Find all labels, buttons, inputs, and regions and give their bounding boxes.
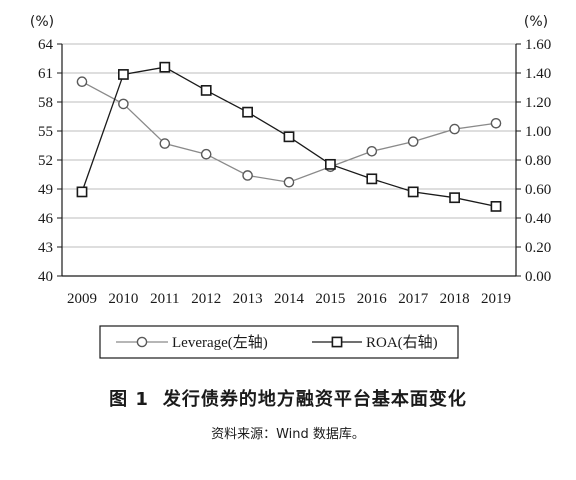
- left-tick-label: 43: [38, 240, 53, 256]
- right-tick-label: 1.40: [525, 66, 551, 82]
- roa-point: [200, 85, 212, 96]
- x-tick-label: 2019: [481, 291, 511, 307]
- left-tick-label: 49: [38, 182, 53, 198]
- right-tick-label: 0.40: [525, 211, 551, 227]
- legend-leverage-label: Leverage(左轴): [172, 334, 268, 351]
- left-tick-label: 64: [38, 37, 54, 53]
- x-tick-label: 2015: [315, 291, 345, 307]
- x-tick-label: 2014: [274, 291, 305, 307]
- x-tick-label: 2010: [108, 291, 138, 307]
- x-tick-label: 2011: [150, 291, 179, 307]
- leverage-point: [407, 136, 419, 147]
- right-tick-label: 0.80: [525, 153, 551, 169]
- x-tick-label: 2009: [67, 291, 97, 307]
- left-axis-unit: (%): [30, 14, 54, 30]
- x-tick-label: 2012: [191, 291, 221, 307]
- left-tick-label: 55: [38, 124, 53, 140]
- figure-title: 发行债券的地方融资平台基本面变化: [162, 389, 467, 410]
- leverage-point: [366, 145, 378, 157]
- right-tick-label: 1.60: [525, 37, 551, 53]
- x-tick-label: 2016: [357, 291, 388, 307]
- roa-point: [283, 131, 295, 143]
- right-tick-label: 0.60: [525, 182, 551, 198]
- leverage-point: [449, 123, 460, 135]
- roa-point: [366, 173, 378, 185]
- figure-number: 图 1: [109, 389, 149, 410]
- leverage-point: [283, 176, 295, 188]
- left-tick-label: 46: [38, 211, 54, 227]
- leverage-point: [76, 76, 88, 87]
- legend-roa-marker: [331, 336, 343, 348]
- roa-point: [324, 158, 336, 170]
- x-tick-label: 2013: [233, 291, 263, 307]
- right-tick-label: 0.00: [525, 269, 551, 285]
- left-tick-label: 58: [38, 95, 53, 111]
- right-tick-label: 1.00: [525, 124, 551, 140]
- dual-axis-line-chart: 40 43 46 49 52 55 58 61 64 0.00 0.20 0.40 0.60 0.80 1.…: [30, 14, 551, 359]
- right-tick-label: 0.20: [525, 240, 551, 256]
- x-tick-label: 2018: [440, 291, 470, 307]
- leverage-point: [490, 117, 502, 129]
- right-tick-label: 1.20: [525, 95, 551, 111]
- leverage-point: [200, 148, 212, 160]
- roa-point: [242, 106, 253, 118]
- legend-roa-label: ROA(右轴): [366, 334, 438, 351]
- figure-caption: 图 1 发行债券的地方融资平台基本面变化: [0, 385, 576, 411]
- legend-leverage-marker: [136, 336, 148, 348]
- leverage-point: [242, 170, 253, 181]
- left-tick-label: 52: [38, 153, 53, 169]
- right-axis-unit: (%): [524, 14, 548, 30]
- roa-point: [159, 61, 171, 73]
- roa-point: [76, 186, 88, 198]
- roa-point: [490, 201, 502, 212]
- leverage-point: [118, 98, 129, 110]
- roa-point: [407, 186, 419, 198]
- leverage-point: [159, 138, 171, 149]
- roa-point: [118, 69, 129, 80]
- x-tick-label: 2017: [398, 291, 429, 307]
- left-tick-label: 61: [38, 66, 53, 82]
- roa-point: [449, 192, 460, 204]
- left-tick-label: 40: [38, 269, 53, 285]
- figure-source: 资料来源：Wind 数据库。: [211, 427, 365, 442]
